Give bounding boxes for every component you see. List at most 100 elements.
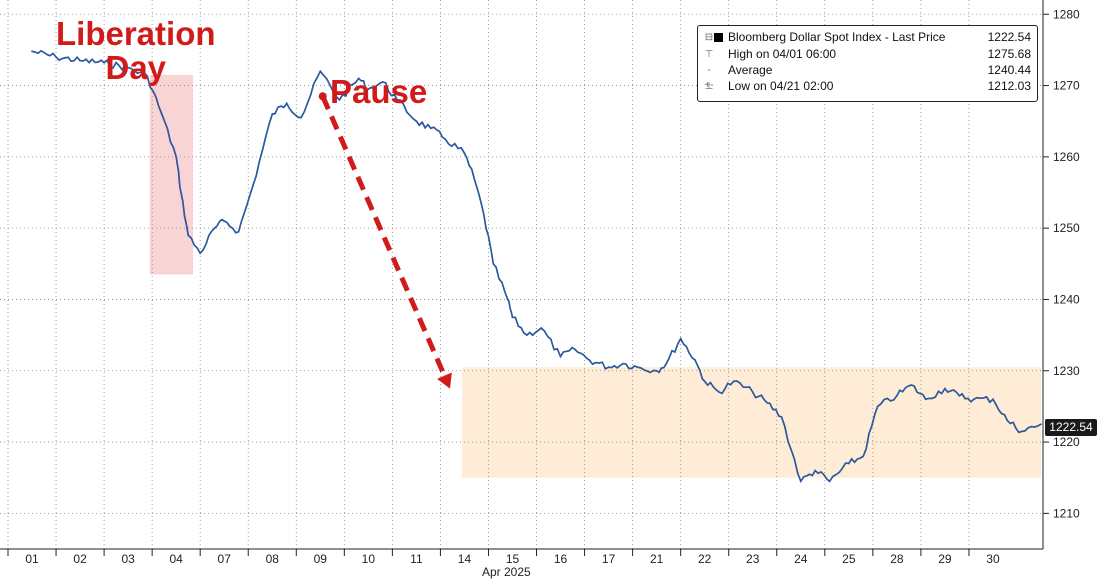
series-0-point-56 [876,405,879,408]
series-0-point-5 [146,75,149,78]
series-0-point-1 [55,56,57,58]
series-0-point-60 [944,387,946,390]
series-0-point-53 [828,480,831,483]
legend: ⊟ Bloomberg Dollar Spot Index - Last Pri… [697,25,1038,102]
series-0-point-39 [622,362,624,365]
series-0-point-21 [367,88,370,91]
series-0-point-66 [1040,423,1042,426]
arrow-head [437,372,452,389]
series-0-point-24 [415,120,418,123]
low-marker-icon: ⊥ [704,81,714,92]
series-0-point-52 [814,469,817,472]
series-0-point-45 [703,380,706,383]
series-0-point-65 [1020,430,1023,433]
y-tick-label-1220: 1220 [1053,435,1080,449]
legend-low-value: 1212.03 [987,79,1031,93]
series-0-point-48 [751,391,754,394]
series-0-point-13 [237,230,240,233]
pause-annotation: Pause [330,73,428,110]
x-tick-label-23: 23 [746,552,760,566]
x-tick-label-07: 07 [218,552,232,566]
legend-series-value: 1222.54 [987,30,1031,44]
series-0-point-46 [718,391,721,394]
series-0-point-12 [223,220,226,222]
y-tick-label-1250: 1250 [1053,221,1080,235]
series-0-point-32 [511,316,514,319]
series-0-point-49 [766,401,769,404]
series-0-point-64 [1006,419,1009,422]
legend-row-high: ⊤ High on 04/01 06:00 1275.68 [698,47,1037,62]
series-0-point-38 [607,366,610,369]
legend-average-name: Average [728,63,773,77]
series-0-point-47 [732,380,735,383]
series-0-point-59 [924,398,927,401]
trend-arrow [318,92,452,389]
arrow-shaft [320,95,447,377]
series-0-point-3 [103,61,105,64]
legend-row-average: -+- Average 1240.44 [698,63,1037,91]
liberation-day-annotation: Liberation Day [56,17,216,85]
x-tick-label-10: 10 [362,552,376,566]
series-0-point-22 [381,81,384,83]
series-0-point-41 [655,369,658,372]
series-0-point-30 [492,262,495,265]
y-tick-label-1260: 1260 [1053,150,1080,164]
x-tick-label-25: 25 [842,552,856,566]
x-tick-label-17: 17 [602,552,616,566]
series-0-point-44 [694,359,696,361]
y-tick-label-1270: 1270 [1053,79,1080,93]
series-0-point-50 [780,416,783,418]
x-tick-label-03: 03 [121,552,135,566]
y-tick-label-1280: 1280 [1053,7,1080,21]
average-marker-icon: -+- [704,65,714,91]
series-0-point-9 [187,234,190,237]
x-tick-label-24: 24 [794,552,808,566]
x-tick-label-08: 08 [266,552,280,566]
legend-average-value: 1240.44 [987,63,1031,77]
legend-series-name: Bloomberg Dollar Spot Index - Last Price [728,30,946,44]
series-0-point-17 [300,116,302,119]
series-0-point-35 [559,355,562,358]
series-0-point-18 [319,70,322,73]
series-0-point-57 [895,394,898,397]
series-0-point-36 [574,348,576,351]
legend-high-name: High on 04/01 06:00 [728,47,837,61]
shaded-regions [149,74,1042,478]
series-0-point-10 [199,252,202,255]
series-0-point-27 [463,152,466,155]
series-0-point-16 [285,102,288,105]
collapse-icon[interactable]: ⊟ [704,32,714,43]
series-layer [31,49,1042,484]
series-color-square-icon [714,33,723,42]
series-0-point-11 [213,227,216,230]
x-tick-label-04: 04 [169,552,183,566]
x-tick-label-28: 28 [890,552,904,566]
x-tick-label-14: 14 [458,552,472,566]
last-price-tag: 1222.54 [1045,419,1097,436]
series-0-point-31 [506,298,509,301]
series-0-point-6 [160,113,163,115]
series-0-point-23 [396,98,399,101]
series-0-point-20 [357,77,360,80]
series-0-point-0 [31,50,33,53]
series-0-point-51 [799,480,802,483]
series-0-point-37 [588,359,591,361]
series-0-point-29 [482,212,485,215]
legend-high-value: 1275.68 [987,47,1031,61]
liberation-annotation-line2: Day [105,49,167,86]
series-0-point-14 [252,184,254,187]
x-tick-label-01: 01 [25,552,39,566]
series-0-point-34 [540,327,543,329]
series-0-point-15 [271,113,274,115]
series-0-point-61 [958,394,961,397]
axes: 1210 1220 1230 1240 1250 1260 1270 1280 01 02 03 04… [0,0,1080,566]
series-0-point-55 [862,455,865,458]
y-tick-label-1240: 1240 [1053,292,1080,306]
x-tick-label-16: 16 [554,552,568,566]
x-tick-label-21: 21 [650,552,664,566]
series-0-point-58 [910,384,913,386]
legend-row-low: ⊥ Low on 04/21 02:00 1212.03 [698,79,1037,94]
series-0-point-25 [429,127,432,130]
legend-row-series: ⊟ Bloomberg Dollar Spot Index - Last Pri… [698,30,1037,45]
x-tick-label-02: 02 [73,552,87,566]
